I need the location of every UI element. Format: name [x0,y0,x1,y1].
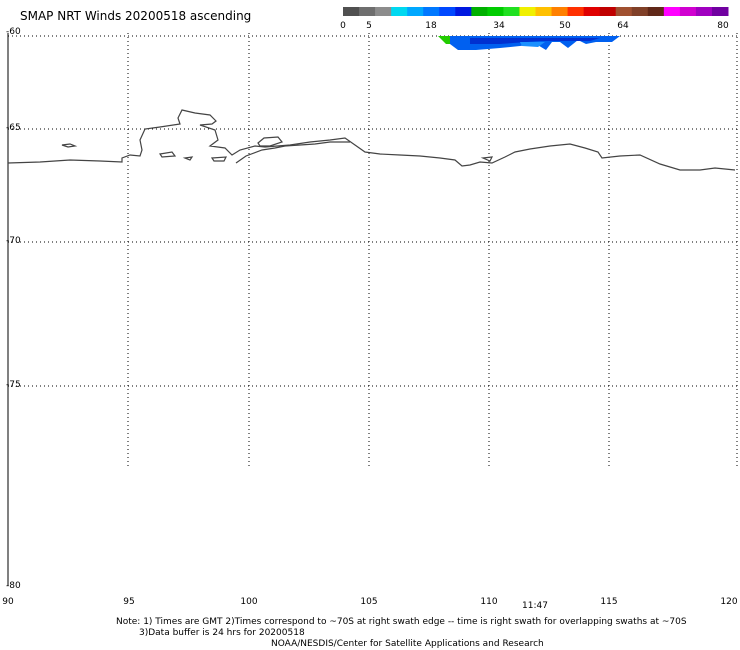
island-3 [182,156,194,161]
lat-label-60: -60 [6,27,21,37]
colorbar-segment [615,7,633,16]
colorbar-segment [423,7,440,16]
note-line-3: NOAA/NESDIS/Center for Satellite Applica… [271,639,544,649]
latitude-gridlines [8,35,738,387]
wind-swath [438,36,620,50]
colorbar-segment [535,7,553,16]
lon-label-105: 105 [360,597,378,607]
island-5 [480,156,494,162]
coastline-bay [257,136,284,147]
coastline-main [7,109,736,171]
colorbar-label-64: 64 [617,21,629,31]
island-4 [210,156,228,162]
swath-light-blue-patch [520,42,545,47]
colorbar-segment [471,7,488,16]
swath-green-edge [438,36,452,44]
lon-label-95: 95 [123,597,135,607]
lon-label-90: 90 [2,597,14,607]
island-1 [61,143,78,148]
colorbar-segment [407,7,424,16]
coastline-ice-shelf [235,141,350,164]
colorbar-label-5: 5 [366,21,372,31]
colorbar-segment [359,7,376,16]
map-title: SMAP NRT Winds 20200518 ascending [20,9,252,23]
swath-time-label: 11:47 [522,601,548,611]
colorbar-label-50: 50 [559,21,571,31]
colorbar-segment [631,7,649,16]
lat-label-75: -75 [6,380,21,390]
colorbar-label-80: 80 [717,21,729,31]
colorbar-segment [679,7,697,16]
colorbar-segment [583,7,601,16]
lon-label-115: 115 [600,597,618,607]
colorbar-segment [391,7,408,16]
colorbar-segment [551,7,569,16]
colorbar-label-0: 0 [340,21,346,31]
colorbar-segment [519,7,536,16]
lat-label-70: -70 [6,236,21,246]
coastline [7,109,736,171]
lon-label-110: 110 [480,597,498,607]
longitude-gridlines [127,33,738,466]
colorbar-segment [343,7,360,16]
colorbar-segment [647,7,665,16]
colorbar-segment [695,7,713,16]
colorbar-segment [711,7,729,16]
island-2 [158,151,177,158]
swath-dark-blue-core [470,38,600,44]
colorbar-segment [439,7,456,16]
colorbar-segment [567,7,585,16]
lat-label-65: -65 [6,123,21,133]
colorbar-label-18: 18 [425,21,437,31]
lon-label-120: 120 [720,597,738,607]
note-line-2: 3)Data buffer is 24 hrs for 20200518 [139,628,305,638]
colorbar-segment [599,7,617,16]
colorbar-label-34: 34 [493,21,505,31]
lon-label-100: 100 [240,597,258,607]
colorbar-segment [663,7,681,16]
lat-label-80: -80 [6,581,21,591]
note-line-1: Note: 1) Times are GMT 2)Times correspon… [116,617,687,627]
colorbar-segment [487,7,504,16]
colorbar-segment [375,7,392,16]
colorbar [343,7,729,16]
colorbar-segment [455,7,472,16]
colorbar-segment [503,7,520,16]
